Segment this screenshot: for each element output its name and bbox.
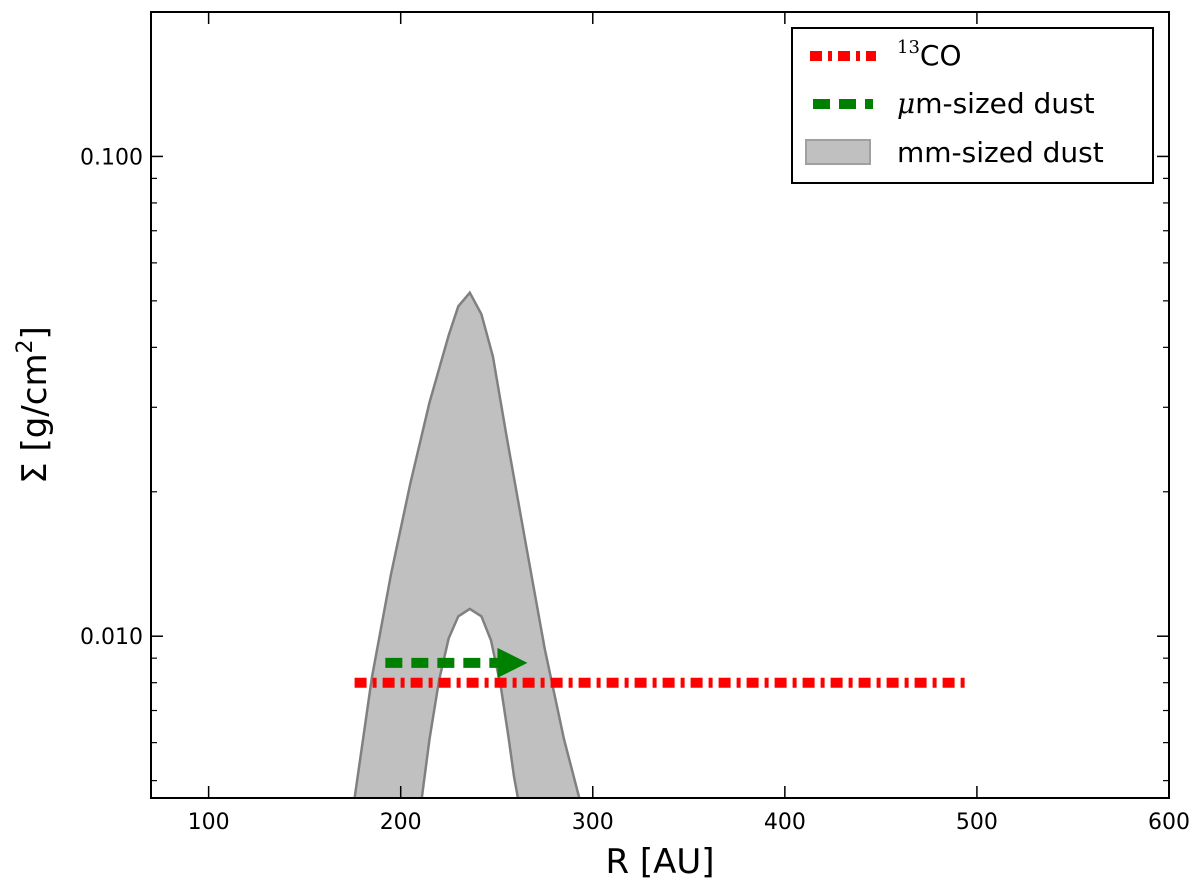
series-um-dust-arrow-head <box>497 647 528 678</box>
axis-ticks: 100 200 300 400 500 600 0.010 0.100 <box>80 11 1190 835</box>
legend-swatch-mm-dust <box>805 139 871 165</box>
mm-dust-lower-edge <box>420 607 520 798</box>
x-tick-label: 200 <box>380 810 422 835</box>
mm-dust-upper-edge <box>353 290 581 798</box>
y-axis-label: Σ [g/cm2] <box>13 326 55 484</box>
x-tick-label: 400 <box>764 810 806 835</box>
x-tick-label: 300 <box>572 810 614 835</box>
legend: 13CO μm-sized dust mm-sized dust <box>791 27 1154 184</box>
mm-dust-band <box>354 292 580 798</box>
legend-label-mm-dust: mm-sized dust <box>897 136 1104 169</box>
x-tick-label: 600 <box>1148 810 1190 835</box>
y-tick-label: 0.010 <box>80 625 143 650</box>
x-axis-label: R [AU] <box>605 842 714 882</box>
legend-label-um-dust: μm-sized dust <box>897 87 1095 120</box>
y-tick-label: 0.100 <box>80 145 143 170</box>
x-tick-label: 100 <box>188 810 230 835</box>
plot-area <box>353 290 966 798</box>
plot-frame <box>150 11 1170 799</box>
legend-label-13co: 13CO <box>897 37 962 72</box>
x-tick-label: 500 <box>956 810 998 835</box>
